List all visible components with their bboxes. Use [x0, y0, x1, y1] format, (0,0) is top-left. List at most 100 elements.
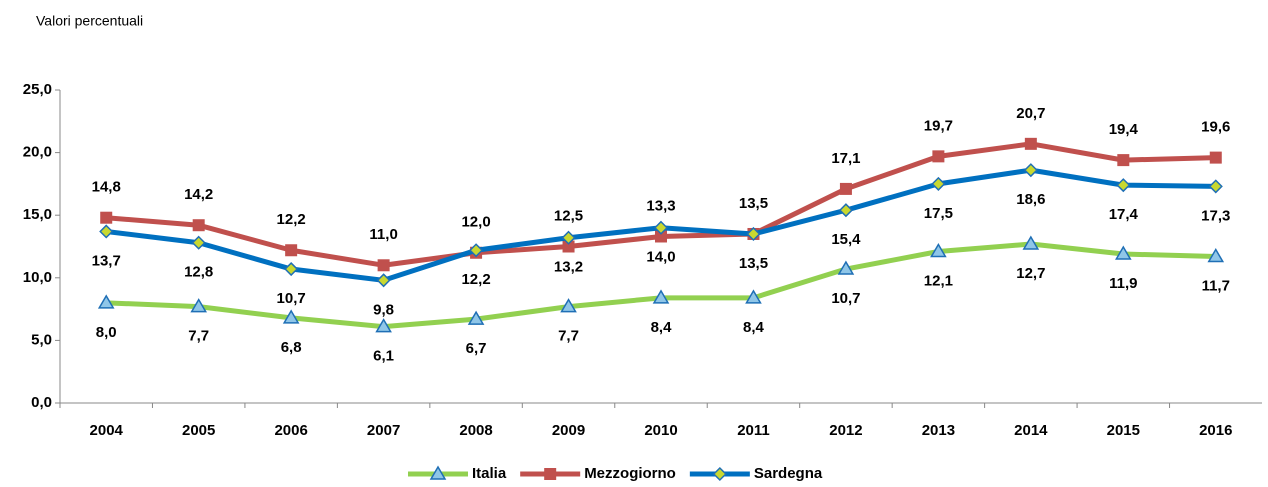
point — [1023, 163, 1038, 178]
x-tick-label: 2006 — [274, 422, 307, 439]
point — [746, 226, 761, 242]
legend-marker — [712, 466, 727, 482]
legend-label: Sardegna — [754, 465, 823, 482]
point — [932, 150, 945, 163]
data-label: 12,7 — [1016, 265, 1045, 282]
legend-marker — [429, 465, 447, 480]
x-tick-label: 2012 — [829, 422, 862, 439]
data-label: 15,4 — [831, 231, 861, 248]
point — [285, 244, 298, 257]
data-label: 12,2 — [277, 211, 306, 228]
point — [375, 318, 392, 333]
point — [191, 235, 206, 250]
data-label: 11,9 — [1109, 275, 1137, 292]
point — [99, 224, 114, 239]
data-label: 20,7 — [1016, 105, 1045, 122]
point — [837, 260, 855, 275]
point — [655, 230, 667, 243]
point — [560, 298, 577, 313]
data-label: 13,7 — [92, 252, 121, 269]
x-tick-label: 2013 — [922, 422, 955, 439]
data-label: 14,2 — [184, 186, 213, 203]
data-label: 11,0 — [369, 226, 397, 243]
x-tick-label: 2005 — [182, 422, 215, 439]
data-label: 14,0 — [646, 249, 675, 266]
x-tick-label: 2004 — [90, 422, 124, 439]
data-label: 11,7 — [1202, 277, 1230, 294]
data-label: 17,3 — [1201, 207, 1230, 224]
point — [1209, 151, 1222, 164]
point — [284, 261, 299, 277]
point — [1116, 178, 1131, 193]
point — [745, 289, 762, 304]
data-label: 9,8 — [373, 301, 394, 318]
data-label: 19,6 — [1201, 119, 1230, 136]
data-label: 10,7 — [831, 290, 860, 307]
data-label: 17,4 — [1109, 206, 1139, 223]
point — [282, 309, 300, 324]
data-label: 19,4 — [1109, 121, 1139, 138]
data-label: 17,1 — [831, 150, 860, 167]
point — [561, 230, 576, 245]
point — [467, 310, 485, 325]
point — [1115, 245, 1132, 260]
legend-label: Italia — [472, 465, 507, 482]
data-label: 7,7 — [188, 328, 209, 345]
data-label: 18,6 — [1016, 191, 1045, 208]
data-label: 12,1 — [924, 272, 953, 289]
data-label: 13,3 — [646, 197, 675, 214]
point — [192, 219, 205, 232]
data-label: 13,2 — [554, 259, 583, 276]
data-label: 8,4 — [743, 319, 765, 336]
point — [100, 211, 113, 224]
data-label: 17,5 — [924, 205, 953, 222]
point — [931, 176, 946, 191]
x-tick-label: 2015 — [1107, 422, 1140, 439]
x-tick-label: 2016 — [1199, 422, 1232, 439]
y-tick-label: 5,0 — [31, 331, 52, 348]
point — [1117, 154, 1130, 167]
data-label: 13,5 — [739, 195, 768, 212]
point — [838, 203, 853, 218]
x-tick-label: 2007 — [367, 422, 400, 439]
x-tick-label: 2011 — [737, 422, 770, 439]
point — [839, 182, 852, 195]
x-tick-label: 2008 — [459, 422, 492, 439]
point — [97, 294, 115, 309]
data-label: 12,0 — [461, 214, 490, 231]
point — [190, 298, 207, 313]
data-label: 13,5 — [739, 255, 768, 272]
point — [652, 289, 670, 304]
point — [377, 259, 390, 272]
y-tick-label: 10,0 — [23, 269, 52, 286]
point — [376, 273, 391, 288]
legend-marker — [544, 468, 557, 480]
point — [1024, 137, 1037, 150]
data-label: 8,0 — [96, 324, 117, 341]
data-label: 14,8 — [92, 179, 121, 196]
data-label: 12,2 — [461, 271, 490, 288]
point — [930, 243, 947, 258]
point — [1022, 235, 1040, 250]
data-label: 6,7 — [466, 340, 487, 357]
point — [653, 220, 669, 235]
data-label: 12,5 — [554, 207, 583, 224]
x-tick-label: 2010 — [644, 422, 677, 439]
data-label: 6,1 — [373, 348, 394, 365]
point — [562, 240, 575, 253]
x-tick-label: 2014 — [1014, 422, 1048, 439]
data-label: 19,7 — [924, 117, 953, 134]
point — [1208, 179, 1223, 194]
y-tick-label: 20,0 — [23, 144, 52, 161]
legend-label: Mezzogiorno — [584, 465, 676, 482]
data-label: 10,7 — [277, 290, 306, 307]
point — [469, 243, 484, 258]
y-tick-label: 25,0 — [23, 81, 52, 98]
data-label: 8,4 — [651, 319, 673, 336]
data-label: 6,8 — [281, 339, 302, 356]
y-tick-label: 15,0 — [23, 206, 52, 223]
point — [1207, 248, 1225, 263]
x-tick-label: 2009 — [552, 422, 585, 439]
chart-subtitle: Valori percentuali — [36, 13, 143, 29]
